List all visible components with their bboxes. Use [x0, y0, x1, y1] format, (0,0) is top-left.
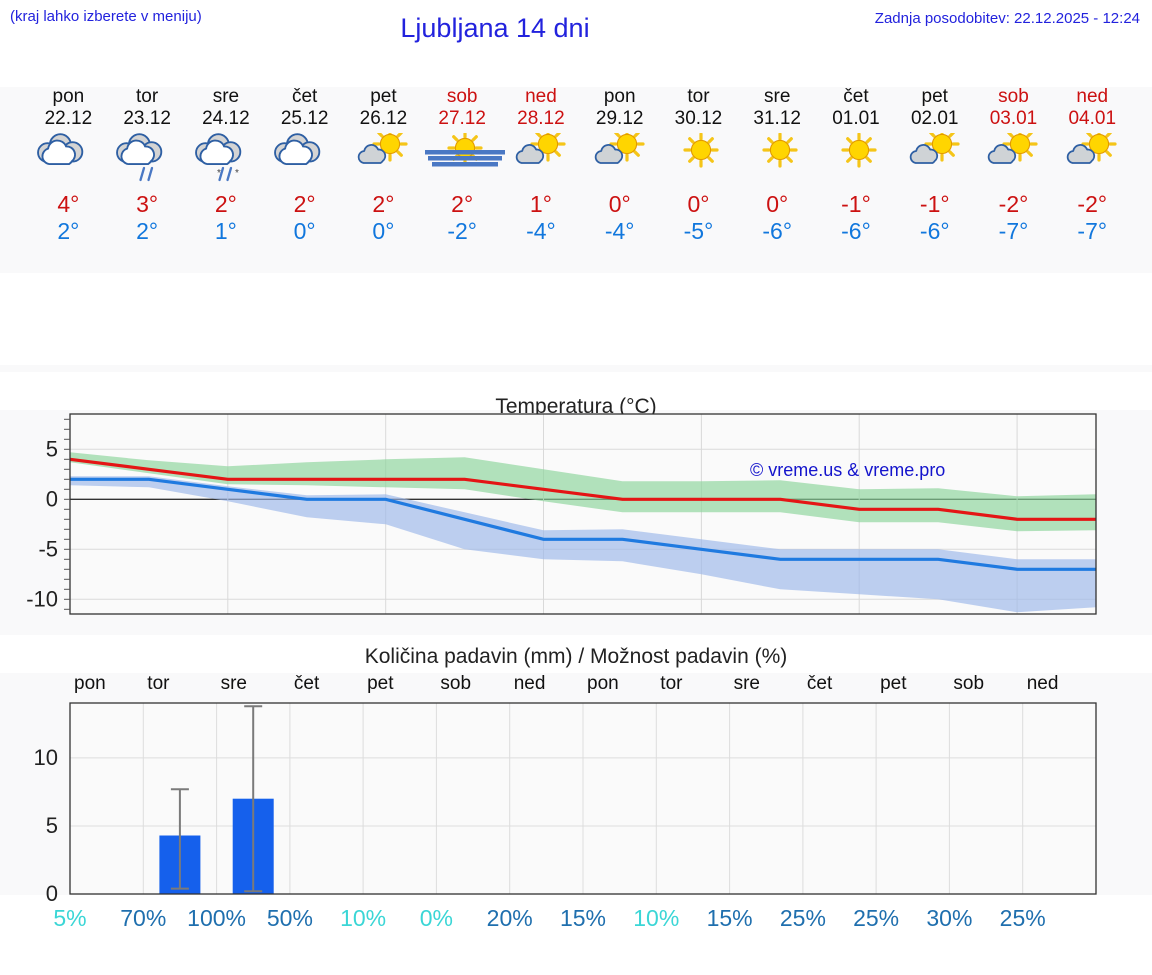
svg-text:čet: čet	[807, 673, 833, 694]
svg-text:*: *	[235, 168, 239, 179]
svg-text:© vreme.us & vreme.pro: © vreme.us & vreme.pro	[750, 460, 945, 480]
svg-text:0: 0	[46, 486, 58, 511]
svg-text:0: 0	[46, 881, 58, 906]
svg-text:10%: 10%	[340, 905, 386, 931]
svg-text:-10: -10	[26, 586, 58, 611]
svg-text:5: 5	[46, 813, 58, 838]
svg-text:čet: čet	[294, 673, 320, 694]
svg-text:25%: 25%	[853, 905, 899, 931]
svg-text:pet: pet	[367, 673, 394, 694]
svg-text:5%: 5%	[53, 905, 86, 931]
svg-text:20%: 20%	[487, 905, 533, 931]
svg-text:sob: sob	[953, 673, 984, 694]
svg-text:sre: sre	[221, 673, 247, 694]
svg-text:30%: 30%	[926, 905, 972, 931]
svg-text:tor: tor	[660, 673, 683, 694]
svg-text:5: 5	[46, 436, 58, 461]
svg-text:25%: 25%	[1000, 905, 1046, 931]
svg-text:Količina padavin (mm) / Možnos: Količina padavin (mm) / Možnost padavin …	[365, 645, 788, 668]
svg-text:25%: 25%	[780, 905, 826, 931]
svg-text:10: 10	[34, 745, 58, 770]
svg-text:sob: sob	[440, 673, 471, 694]
svg-text:-5: -5	[38, 536, 58, 561]
svg-text:0%: 0%	[420, 905, 453, 931]
svg-text:pon: pon	[74, 673, 106, 694]
svg-text:ned: ned	[1027, 673, 1059, 694]
svg-text:*: *	[217, 168, 221, 179]
svg-text:ned: ned	[514, 673, 546, 694]
svg-text:70%: 70%	[120, 905, 166, 931]
svg-text:sre: sre	[734, 673, 760, 694]
svg-text:pet: pet	[880, 673, 907, 694]
svg-text:15%: 15%	[560, 905, 606, 931]
svg-text:100%: 100%	[187, 905, 246, 931]
svg-text:15%: 15%	[707, 905, 753, 931]
svg-text:pon: pon	[587, 673, 619, 694]
svg-text:50%: 50%	[267, 905, 313, 931]
svg-text:tor: tor	[147, 673, 170, 694]
svg-text:10%: 10%	[633, 905, 679, 931]
